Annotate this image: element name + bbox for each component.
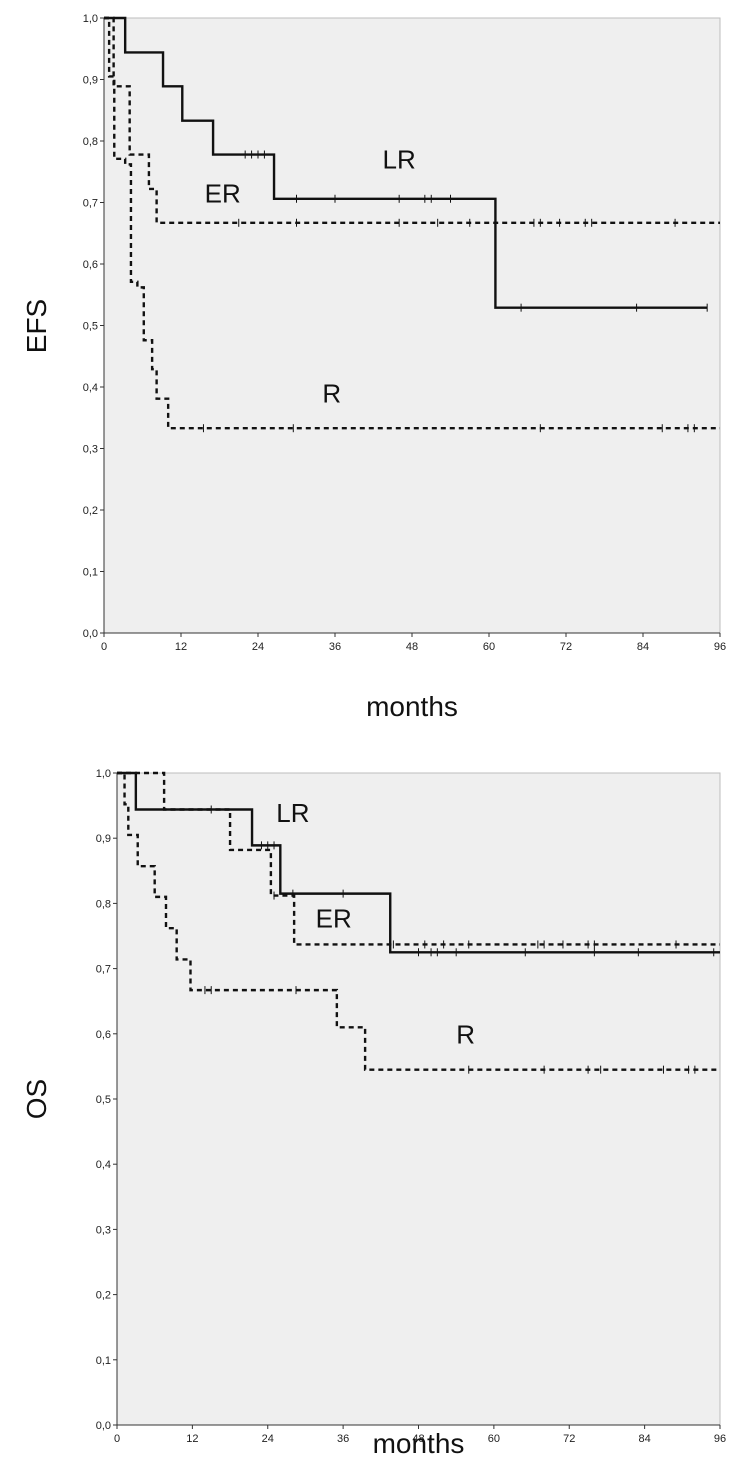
y-tick-label: 0,5	[96, 1094, 111, 1106]
x-tick-label: 0	[114, 1433, 120, 1445]
y-tick-label: 0,5	[83, 321, 98, 333]
y-tick-label: 0,8	[96, 898, 111, 910]
x-tick-label: 72	[560, 641, 572, 653]
y-tick-label: 0,0	[96, 1420, 111, 1432]
x-tick-label: 24	[262, 1433, 274, 1445]
series-label-r: R	[322, 378, 341, 408]
y-tick-label: 0,4	[96, 1159, 111, 1171]
series-label-lr: LR	[276, 798, 309, 828]
y-tick-label: 0,8	[83, 136, 98, 148]
y-axis-title: EFS	[21, 299, 52, 353]
y-tick-label: 0,7	[83, 198, 98, 210]
plot-area	[116, 772, 721, 1426]
x-tick-label: 60	[483, 641, 495, 653]
y-axis-title: OS	[21, 1079, 52, 1119]
y-tick-label: 0,6	[83, 259, 98, 271]
x-tick-label: 24	[252, 641, 264, 653]
x-tick-label: 12	[186, 1433, 198, 1445]
series-label-r: R	[456, 1020, 475, 1050]
x-tick-label: 84	[637, 641, 649, 653]
y-tick-label: 0,6	[96, 1029, 111, 1041]
series-line-r	[117, 771, 720, 1071]
x-tick-label: 36	[329, 641, 341, 653]
x-tick-label: 12	[175, 641, 187, 653]
x-tick-label: 96	[714, 1433, 726, 1445]
series-label-er: ER	[205, 179, 241, 209]
y-tick-label: 0,9	[96, 833, 111, 845]
y-tick-label: 0,2	[96, 1290, 111, 1302]
y-tick-label: 0,9	[83, 75, 98, 87]
os-chart: 0,0 0,1 0,2 0,3 0,4 0,5 0,6 0,7 0,8 0,9 1,0 0 12 24 36…	[21, 768, 726, 1459]
x-tick-label: 36	[337, 1433, 349, 1445]
series-label-er: ER	[316, 904, 352, 934]
series-label-lr: LR	[383, 145, 416, 175]
series-line-er	[117, 771, 720, 946]
y-tick-label: 0,1	[83, 567, 98, 579]
y-tick-label: 0,3	[83, 444, 98, 456]
efs-chart: 0,0 0,1 0,2 0,3 0,4 0,5 0,6 0,7 0,8 0,9 1,0 0 12 24 36…	[21, 13, 726, 722]
series-line-r	[104, 16, 720, 430]
y-tick-label: 0,1	[96, 1355, 111, 1367]
x-tick-label: 84	[639, 1433, 651, 1445]
x-tick-label: 72	[563, 1433, 575, 1445]
series-line-lr	[104, 16, 708, 309]
y-tick-label: 0,2	[83, 505, 98, 517]
plot-area	[103, 17, 721, 634]
y-tick-label: 0,7	[96, 964, 111, 976]
series-line-er	[104, 16, 720, 224]
x-tick-label: 60	[488, 1433, 500, 1445]
x-axis-title: months	[366, 691, 458, 722]
x-tick-label: 48	[412, 1433, 424, 1445]
y-tick-label: 1,0	[96, 768, 111, 780]
y-tick-label: 0,4	[83, 382, 98, 394]
x-axis-title: months	[373, 1428, 465, 1459]
y-tick-label: 0,3	[96, 1224, 111, 1236]
y-tick-label: 1,0	[83, 13, 98, 25]
x-tick-label: 48	[406, 641, 418, 653]
x-tick-label: 96	[714, 641, 726, 653]
x-tick-label: 0	[101, 641, 107, 653]
series-line-lr	[117, 771, 720, 954]
y-tick-label: 0,0	[83, 628, 98, 640]
